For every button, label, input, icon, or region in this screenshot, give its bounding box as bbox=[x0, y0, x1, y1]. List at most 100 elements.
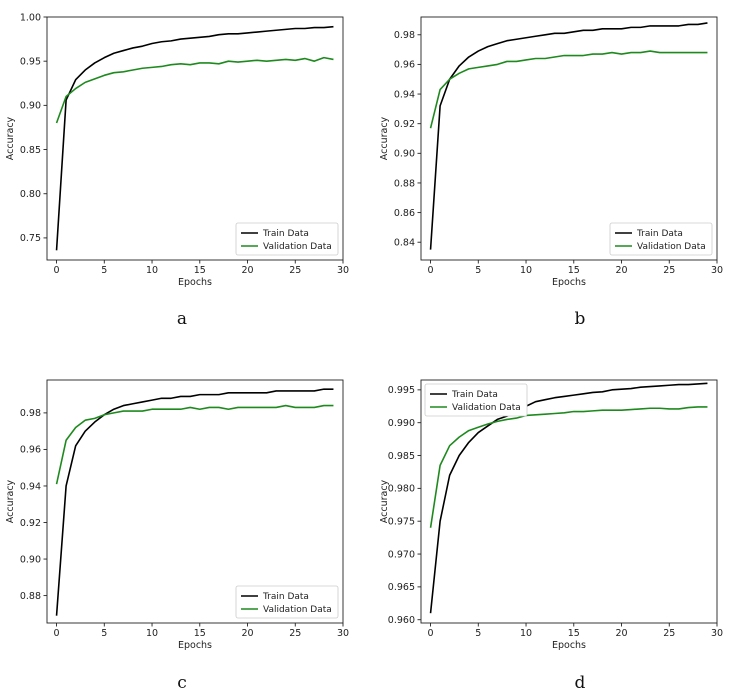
y-tick-label: 1.00 bbox=[20, 12, 41, 23]
y-tick-label: 0.80 bbox=[20, 189, 41, 200]
x-tick-label: 10 bbox=[520, 628, 532, 639]
y-tick-label: 0.85 bbox=[20, 145, 41, 156]
legend-box bbox=[424, 383, 528, 417]
x-tick-label: 20 bbox=[241, 628, 253, 639]
y-tick-label: 0.90 bbox=[20, 554, 41, 565]
legend-entry: Train Data bbox=[451, 390, 498, 400]
x-tick-label: 10 bbox=[146, 628, 158, 639]
y-axis-label: Accuracy bbox=[5, 116, 16, 160]
y-tick-label: 0.96 bbox=[20, 445, 41, 456]
x-tick-label: 25 bbox=[663, 265, 675, 276]
x-tick-label: 15 bbox=[568, 265, 580, 276]
validation-data-line bbox=[55, 56, 334, 124]
legend: Train Data Validation Data bbox=[235, 585, 339, 619]
x-tick-label: 30 bbox=[337, 628, 349, 639]
legend: Train Data Validation Data bbox=[235, 222, 339, 256]
legend-entry: Validation Data bbox=[263, 605, 332, 615]
x-tick-label: 0 bbox=[428, 265, 434, 276]
x-tick-label: 0 bbox=[54, 628, 60, 639]
y-tick-label: 0.84 bbox=[394, 238, 415, 249]
y-tick-label: 0.980 bbox=[388, 484, 415, 495]
y-tick-label: 0.92 bbox=[394, 119, 415, 130]
y-tick-label: 0.98 bbox=[394, 30, 415, 41]
x-tick-label: 20 bbox=[615, 628, 627, 639]
train-data-line bbox=[429, 22, 708, 250]
x-tick-label: 30 bbox=[337, 265, 349, 276]
x-tick-label: 15 bbox=[194, 628, 206, 639]
y-tick-label: 0.970 bbox=[388, 549, 415, 560]
y-tick-label: 0.96 bbox=[394, 60, 415, 71]
x-tick-label: 30 bbox=[711, 265, 723, 276]
y-tick-label: 0.960 bbox=[388, 615, 415, 626]
panel-caption-d: d bbox=[574, 673, 586, 693]
x-tick-label: 20 bbox=[615, 265, 627, 276]
axes-frame bbox=[46, 379, 344, 624]
x-tick-label: 15 bbox=[194, 265, 206, 276]
x-tick-label: 25 bbox=[289, 265, 301, 276]
legend-entry: Train Data bbox=[262, 592, 309, 602]
axes-frame bbox=[420, 379, 718, 624]
y-tick-label: 0.995 bbox=[388, 385, 415, 396]
y-axis-label: Accuracy bbox=[5, 479, 16, 523]
x-axis-label: Epochs bbox=[178, 640, 212, 651]
legend: Train Data Validation Data bbox=[424, 383, 528, 417]
y-tick-label: 0.98 bbox=[20, 408, 41, 419]
train-data-line bbox=[55, 25, 334, 251]
chart-panel-d: 0 5 10 15 20 25 30 0.960 0.965 0.970 0.975 0.980 0.9… bbox=[379, 379, 723, 651]
y-tick-label: 0.965 bbox=[388, 582, 415, 593]
validation-data-line bbox=[55, 404, 334, 485]
x-tick-label: 5 bbox=[475, 265, 481, 276]
x-axis-label: Epochs bbox=[552, 640, 586, 651]
y-tick-label: 0.990 bbox=[388, 418, 415, 429]
legend-entry: Train Data bbox=[262, 229, 309, 239]
y-tick-label: 0.95 bbox=[20, 56, 41, 67]
x-axis-label: Epochs bbox=[552, 277, 586, 288]
y-tick-label: 0.75 bbox=[20, 233, 41, 244]
legend-entry: Validation Data bbox=[637, 242, 706, 252]
y-tick-label: 0.88 bbox=[394, 178, 415, 189]
legend-entry: Validation Data bbox=[263, 242, 332, 252]
chart-panel-a: 0 5 10 15 20 25 30 0.75 0.80 0.85 0.90 0.95 1.00 Epoc… bbox=[5, 12, 349, 288]
x-tick-label: 0 bbox=[54, 265, 60, 276]
x-tick-label: 20 bbox=[241, 265, 253, 276]
y-tick-label: 0.90 bbox=[20, 101, 41, 112]
legend-box bbox=[235, 585, 339, 619]
axes-frame bbox=[420, 16, 718, 261]
panel-caption-c: c bbox=[177, 673, 187, 693]
panel-caption-a: a bbox=[176, 309, 188, 329]
x-tick-label: 30 bbox=[711, 628, 723, 639]
x-axis-label: Epochs bbox=[178, 277, 212, 288]
legend-box bbox=[609, 222, 713, 256]
y-tick-label: 0.975 bbox=[388, 517, 415, 528]
x-tick-label: 10 bbox=[520, 265, 532, 276]
y-tick-label: 0.92 bbox=[20, 518, 41, 529]
y-axis-label: Accuracy bbox=[379, 479, 390, 523]
y-axis-label: Accuracy bbox=[379, 116, 390, 160]
y-tick-label: 0.90 bbox=[394, 149, 415, 160]
x-tick-label: 5 bbox=[101, 628, 107, 639]
x-tick-label: 25 bbox=[289, 628, 301, 639]
chart-panel-c: 0 5 10 15 20 25 30 0.88 0.90 0.92 0.94 0.96 0.98 Epoc… bbox=[5, 379, 349, 651]
legend-entry: Validation Data bbox=[452, 403, 521, 413]
axes-frame bbox=[46, 16, 344, 261]
y-tick-label: 0.985 bbox=[388, 451, 415, 462]
legend: Train Data Validation Data bbox=[609, 222, 713, 256]
y-tick-label: 0.94 bbox=[394, 89, 415, 100]
legend-box bbox=[235, 222, 339, 256]
x-tick-label: 15 bbox=[568, 628, 580, 639]
y-tick-label: 0.94 bbox=[20, 481, 41, 492]
x-tick-label: 10 bbox=[146, 265, 158, 276]
x-tick-label: 0 bbox=[428, 628, 434, 639]
y-tick-label: 0.88 bbox=[20, 591, 41, 602]
validation-data-line bbox=[429, 50, 708, 129]
panel-caption-b: b bbox=[574, 309, 586, 329]
train-data-line bbox=[429, 382, 708, 614]
chart-panel-b: 0 5 10 15 20 25 30 0.84 0.86 0.88 0.90 0.92 0.94 0.96… bbox=[379, 16, 723, 288]
x-tick-label: 5 bbox=[101, 265, 107, 276]
train-data-line bbox=[55, 388, 334, 616]
legend-entry: Train Data bbox=[636, 229, 683, 239]
x-tick-label: 25 bbox=[663, 628, 675, 639]
validation-data-line bbox=[429, 406, 708, 528]
x-tick-label: 5 bbox=[475, 628, 481, 639]
